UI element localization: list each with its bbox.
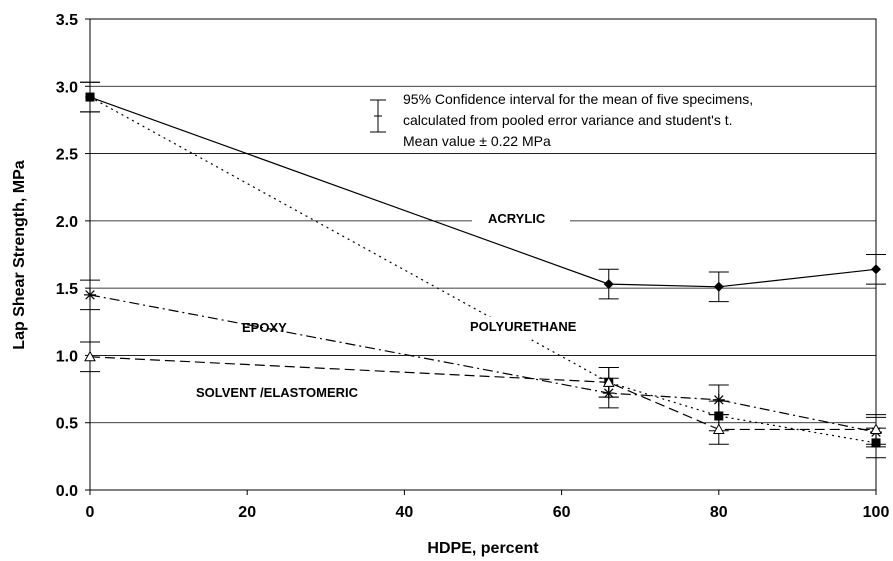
data-point-solvent-elastomeric [870,423,882,434]
acrylic-label-background [472,206,570,232]
series-line-polyurethane [89,96,877,444]
y-tick-label: 3.0 [56,79,78,96]
y-tick-label: 3.5 [56,12,78,29]
star-marker-stroke [604,388,614,398]
x-tick-label: 40 [396,504,414,521]
x-tick-label: 80 [710,504,728,521]
legend-note-line-3: Mean value ± 0.22 MPa [403,133,551,149]
star-marker-stroke [85,290,95,300]
star-marker-stroke [714,395,724,405]
series-lines [89,96,877,444]
y-tick-label: 0.5 [56,416,78,433]
data-point-epoxy [84,288,96,301]
x-tick-label: 0 [86,504,95,521]
x-axis-title: HDPE, percent [427,540,539,557]
x-axis-ticks: 0 20 40 60 80 100 [86,490,890,521]
series-label-acrylic: ACRYLIC [488,211,546,226]
y-tick-label: 0.0 [56,483,78,500]
data-point-solvent-elastomeric [712,423,725,434]
x-tick-label: 20 [238,504,256,521]
y-axis-ticks: 0.0 0.5 1.0 1.5 2.0 2.5 3.0 3.5 [56,12,90,500]
series-line-acrylic [89,96,877,288]
polyurethane-label-background [466,317,600,339]
legend-note-line-1: 95% Confidence interval for the mean of … [403,91,753,107]
data-point-epoxy [602,387,615,400]
y-axis-title: Lap Shear Strength, MPa [11,160,28,349]
data-point-solvent-elastomeric [602,376,615,387]
y-tick-label: 1.0 [56,348,78,365]
data-point-polyurethane [714,411,724,421]
x-tick-label: 100 [863,504,890,521]
data-point-epoxy [712,393,725,406]
plot-area-frame [89,18,877,491]
series-markers [84,92,882,448]
data-point-polyurethane [85,92,95,102]
series-label-epoxy: EPOXY [242,320,287,335]
grid-lines [90,85,876,424]
x-tick-label: 60 [553,504,571,521]
y-tick-label: 2.5 [56,147,78,164]
data-point-polyurethane [871,438,881,448]
confidence-legend: 95% Confidence interval for the mean of … [370,91,753,149]
legend-note-line-2: calculated from pooled error variance an… [403,112,733,128]
data-point-solvent-elastomeric [84,350,96,362]
data-point-acrylic [603,279,614,290]
series-label-polyurethane: POLYURETHANE [470,319,577,334]
y-tick-label: 2.0 [56,214,78,231]
series-line-solvent-elastomeric [89,356,876,431]
series-label-solvent-elastomeric: SOLVENT /ELASTOMERIC [196,385,359,400]
data-point-acrylic [871,264,881,275]
data-point-acrylic [713,281,724,292]
series-line-epoxy [89,294,877,433]
y-tick-label: 1.5 [56,281,78,298]
